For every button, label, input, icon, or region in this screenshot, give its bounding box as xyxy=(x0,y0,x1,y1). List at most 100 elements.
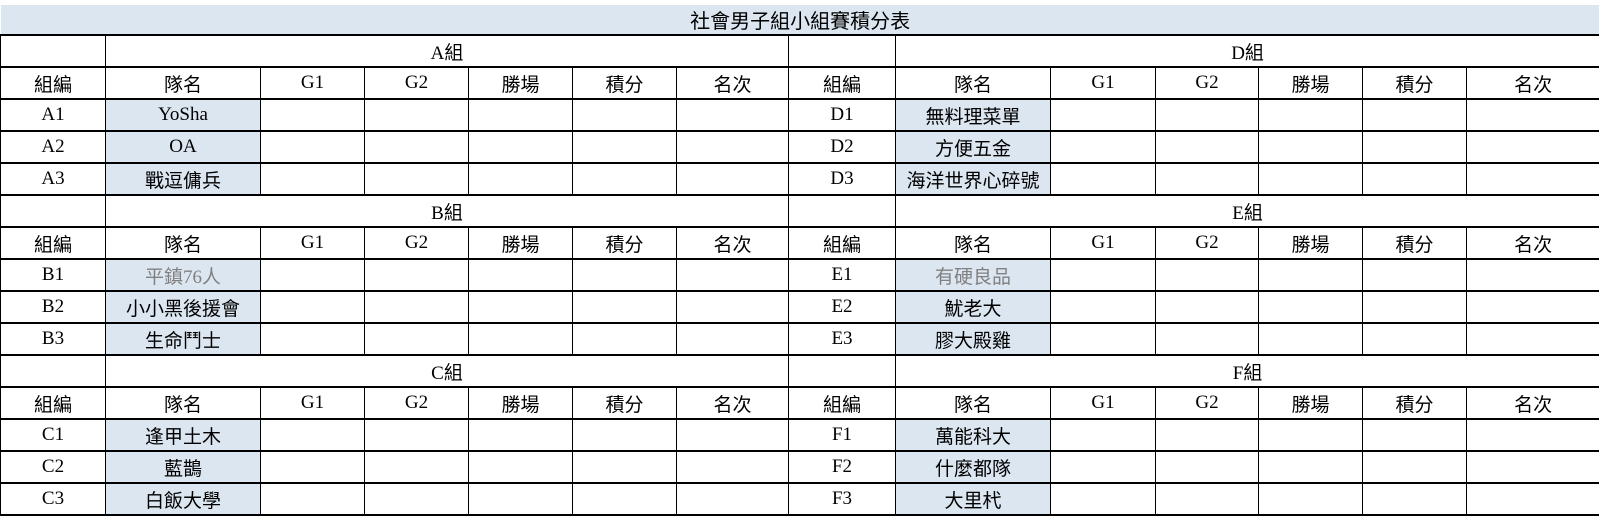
stat-cell-g1[interactable] xyxy=(261,131,365,163)
team-name[interactable]: 方便五金 xyxy=(896,131,1051,163)
stat-cell-wins[interactable] xyxy=(469,259,573,291)
stat-cell-g1[interactable] xyxy=(1051,99,1156,131)
stat-cell-points[interactable] xyxy=(573,483,677,515)
stat-cell-rank[interactable] xyxy=(1467,483,1599,515)
stat-cell-rank[interactable] xyxy=(1467,163,1599,195)
stat-cell-points[interactable] xyxy=(1363,259,1467,291)
team-code[interactable]: A3 xyxy=(1,163,106,195)
team-code[interactable]: D2 xyxy=(789,131,896,163)
stat-cell-points[interactable] xyxy=(573,131,677,163)
stat-cell-wins[interactable] xyxy=(469,99,573,131)
team-code[interactable]: F3 xyxy=(789,483,896,515)
stat-cell-rank[interactable] xyxy=(677,419,789,451)
team-code[interactable]: F1 xyxy=(789,419,896,451)
stat-cell-rank[interactable] xyxy=(1467,451,1599,483)
team-code[interactable]: C2 xyxy=(1,451,106,483)
stat-cell-g2[interactable] xyxy=(1156,163,1259,195)
stat-cell-rank[interactable] xyxy=(677,259,789,291)
stat-cell-g2[interactable] xyxy=(1156,291,1259,323)
team-code[interactable]: E2 xyxy=(789,291,896,323)
team-code[interactable]: A2 xyxy=(1,131,106,163)
stat-cell-g2[interactable] xyxy=(365,323,469,355)
team-name[interactable]: 膠大殿雞 xyxy=(896,323,1051,355)
team-name[interactable]: 平鎮76人 xyxy=(106,259,261,291)
stat-cell-points[interactable] xyxy=(573,291,677,323)
team-name[interactable]: 有硬良品 xyxy=(896,259,1051,291)
stat-cell-g2[interactable] xyxy=(365,259,469,291)
stat-cell-wins[interactable] xyxy=(1259,451,1363,483)
stat-cell-wins[interactable] xyxy=(469,291,573,323)
stat-cell-g2[interactable] xyxy=(365,419,469,451)
stat-cell-rank[interactable] xyxy=(677,163,789,195)
stat-cell-wins[interactable] xyxy=(469,131,573,163)
team-name[interactable]: 小小黑後援會 xyxy=(106,291,261,323)
team-code[interactable]: B1 xyxy=(1,259,106,291)
stat-cell-wins[interactable] xyxy=(469,419,573,451)
team-name[interactable]: 逢甲土木 xyxy=(106,419,261,451)
stat-cell-points[interactable] xyxy=(1363,323,1467,355)
team-name[interactable]: 藍鵲 xyxy=(106,451,261,483)
team-name[interactable]: 戰逗傭兵 xyxy=(106,163,261,195)
stat-cell-rank[interactable] xyxy=(677,99,789,131)
team-code[interactable]: E1 xyxy=(789,259,896,291)
stat-cell-g1[interactable] xyxy=(261,483,365,515)
stat-cell-wins[interactable] xyxy=(1259,291,1363,323)
stat-cell-g1[interactable] xyxy=(261,419,365,451)
stat-cell-rank[interactable] xyxy=(1467,99,1599,131)
stat-cell-g1[interactable] xyxy=(1051,419,1156,451)
stat-cell-rank[interactable] xyxy=(677,323,789,355)
team-name[interactable]: 無料理菜單 xyxy=(896,99,1051,131)
team-name[interactable]: OA xyxy=(106,131,261,163)
stat-cell-rank[interactable] xyxy=(677,483,789,515)
stat-cell-g1[interactable] xyxy=(261,451,365,483)
stat-cell-g1[interactable] xyxy=(1051,259,1156,291)
stat-cell-g2[interactable] xyxy=(365,451,469,483)
team-name[interactable]: 魷老大 xyxy=(896,291,1051,323)
stat-cell-points[interactable] xyxy=(1363,163,1467,195)
stat-cell-points[interactable] xyxy=(573,259,677,291)
team-code[interactable]: B2 xyxy=(1,291,106,323)
stat-cell-wins[interactable] xyxy=(1259,163,1363,195)
team-name[interactable]: 白飯大學 xyxy=(106,483,261,515)
stat-cell-rank[interactable] xyxy=(1467,419,1599,451)
stat-cell-wins[interactable] xyxy=(469,163,573,195)
stat-cell-g2[interactable] xyxy=(365,483,469,515)
stat-cell-g1[interactable] xyxy=(261,99,365,131)
team-name[interactable]: 什麼都隊 xyxy=(896,451,1051,483)
stat-cell-points[interactable] xyxy=(573,99,677,131)
team-name[interactable]: 生命鬥士 xyxy=(106,323,261,355)
stat-cell-rank[interactable] xyxy=(677,291,789,323)
stat-cell-rank[interactable] xyxy=(1467,131,1599,163)
stat-cell-g1[interactable] xyxy=(1051,483,1156,515)
stat-cell-wins[interactable] xyxy=(469,451,573,483)
stat-cell-rank[interactable] xyxy=(1467,291,1599,323)
team-code[interactable]: C1 xyxy=(1,419,106,451)
team-code[interactable]: D1 xyxy=(789,99,896,131)
stat-cell-points[interactable] xyxy=(573,451,677,483)
stat-cell-g2[interactable] xyxy=(365,163,469,195)
stat-cell-rank[interactable] xyxy=(1467,259,1599,291)
stat-cell-points[interactable] xyxy=(573,163,677,195)
stat-cell-wins[interactable] xyxy=(1259,483,1363,515)
stat-cell-wins[interactable] xyxy=(1259,259,1363,291)
stat-cell-rank[interactable] xyxy=(677,451,789,483)
team-code[interactable]: F2 xyxy=(789,451,896,483)
stat-cell-wins[interactable] xyxy=(469,323,573,355)
stat-cell-g1[interactable] xyxy=(1051,451,1156,483)
stat-cell-points[interactable] xyxy=(1363,419,1467,451)
team-code[interactable]: A1 xyxy=(1,99,106,131)
team-name[interactable]: 大里杙 xyxy=(896,483,1051,515)
stat-cell-points[interactable] xyxy=(1363,483,1467,515)
stat-cell-g2[interactable] xyxy=(1156,419,1259,451)
stat-cell-wins[interactable] xyxy=(469,483,573,515)
stat-cell-g2[interactable] xyxy=(365,291,469,323)
stat-cell-wins[interactable] xyxy=(1259,131,1363,163)
team-name[interactable]: 萬能科大 xyxy=(896,419,1051,451)
stat-cell-g2[interactable] xyxy=(1156,99,1259,131)
team-code[interactable]: E3 xyxy=(789,323,896,355)
team-code[interactable]: B3 xyxy=(1,323,106,355)
stat-cell-g2[interactable] xyxy=(1156,323,1259,355)
stat-cell-g1[interactable] xyxy=(1051,163,1156,195)
team-name[interactable]: YoSha xyxy=(106,99,261,131)
stat-cell-wins[interactable] xyxy=(1259,99,1363,131)
